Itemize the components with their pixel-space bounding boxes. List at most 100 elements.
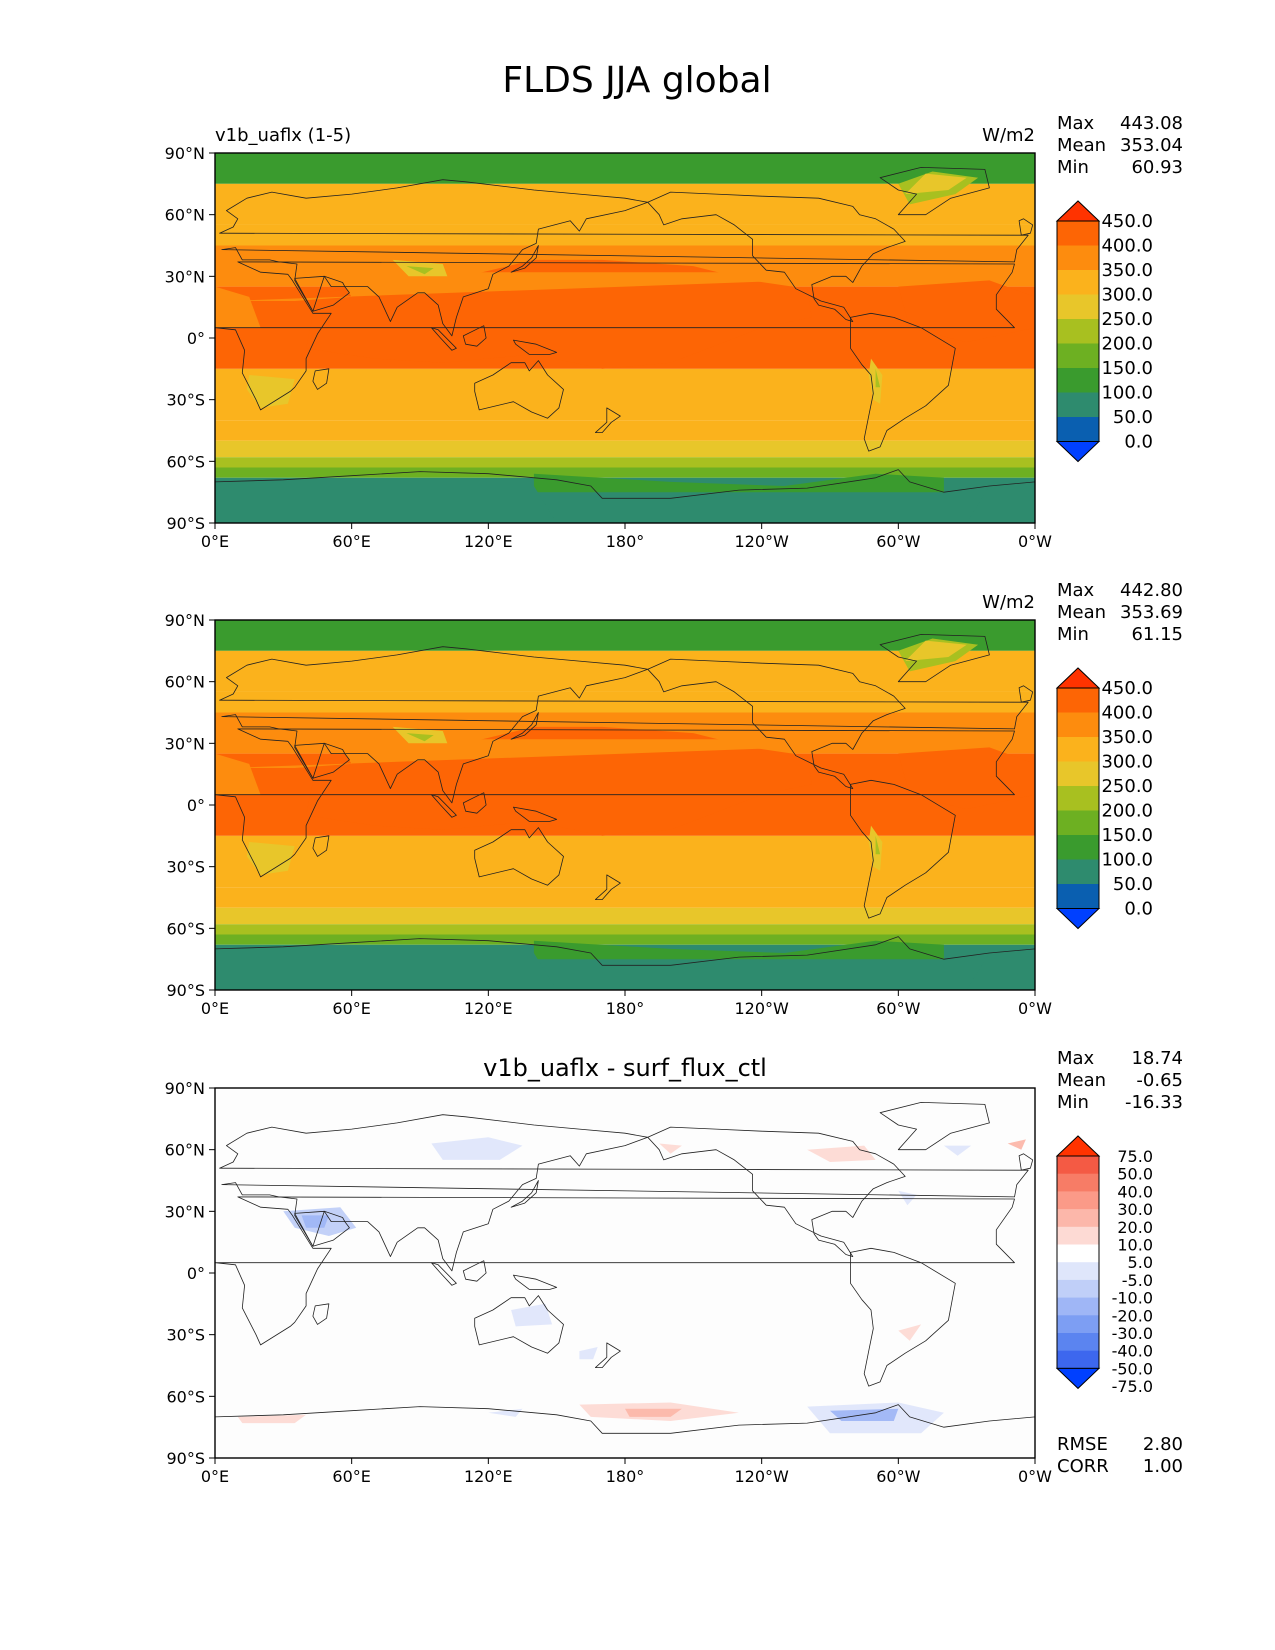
stat-label: Max xyxy=(1057,1048,1095,1069)
stat-value: 442.80 xyxy=(1120,580,1183,601)
lat-tick-label: 30°N xyxy=(165,1202,205,1221)
lon-tick-label: 0°E xyxy=(201,999,229,1018)
colorbar-segment xyxy=(1057,688,1099,713)
colorbar-segment xyxy=(1057,1191,1099,1210)
colorbar-segment xyxy=(1057,1279,1099,1299)
colorbar-label: -5.0 xyxy=(1122,1271,1153,1290)
coastline-antarctica xyxy=(215,469,1035,523)
map-panel-2: 90°N 60°N 30°N 0° 30°S 60°S 90°S0°E 60°E 120°E 18… xyxy=(165,580,1183,1018)
coastline-japan xyxy=(510,712,539,740)
colorbar-label: 400.0 xyxy=(1101,236,1153,257)
colorbar-label: 450.0 xyxy=(1101,211,1153,232)
field-s-africa xyxy=(246,842,295,875)
colorbar-label: -20.0 xyxy=(1112,1306,1153,1325)
colorbar-segment xyxy=(1057,1297,1099,1316)
coastline-newguinea xyxy=(513,1274,558,1290)
coastline-japan xyxy=(510,1180,539,1208)
colorbar-segment xyxy=(1057,270,1099,295)
coastline-s_america xyxy=(850,312,956,452)
lon-tick-label: 0°E xyxy=(201,1467,229,1486)
field-andes-core xyxy=(875,368,881,388)
coastline-eurasia xyxy=(219,179,1029,337)
field-anomaly xyxy=(943,1145,972,1156)
colorbar-segment xyxy=(1057,368,1099,393)
coastline-africa xyxy=(215,728,1015,878)
colorbar-segment xyxy=(1057,810,1099,836)
colorbar-label: 10.0 xyxy=(1117,1236,1153,1255)
field-warm-atlantic xyxy=(898,747,1035,810)
coastline-africa xyxy=(215,261,1015,411)
coastline-nz xyxy=(595,874,621,900)
lon-tick-label: 120°W xyxy=(734,999,789,1018)
coastline-nz xyxy=(595,1342,621,1368)
colorbar-segment xyxy=(1057,1244,1099,1263)
colorbar-segment xyxy=(1057,245,1099,271)
field-band xyxy=(215,368,1035,421)
lat-tick-label: 90°N xyxy=(165,144,205,163)
field-s-africa xyxy=(246,375,295,408)
lon-tick-label: 120°E xyxy=(464,999,513,1018)
colorbar-segment xyxy=(1057,1333,1099,1352)
colorbar-extend-max xyxy=(1055,200,1101,222)
extra-stat-label: RMSE xyxy=(1057,1434,1108,1455)
field-anomaly xyxy=(301,1215,329,1228)
colorbar-label: 250.0 xyxy=(1101,776,1153,797)
field-antarctic-plateau xyxy=(215,486,557,523)
field-band xyxy=(215,420,1035,441)
coastline-uk xyxy=(1018,218,1034,236)
field-band xyxy=(215,934,1035,945)
stat-label: Min xyxy=(1057,1092,1089,1113)
lon-tick-label: 0°W xyxy=(1018,532,1052,551)
colorbar-label: 400.0 xyxy=(1101,703,1153,724)
coastline-antarctica xyxy=(215,1404,1035,1458)
coastline-australia xyxy=(474,1295,564,1354)
map-field xyxy=(215,153,1035,523)
colorbar: 450.0 400.0 350.0 300.0 250.0 200.0 150.0 100.0… xyxy=(1055,667,1153,930)
stat-value: 353.04 xyxy=(1120,135,1183,156)
field-anomaly xyxy=(625,1408,682,1417)
colorbar-label: 250.0 xyxy=(1101,309,1153,330)
lon-tick-label: 0°E xyxy=(201,532,229,551)
colorbar-segment xyxy=(1057,417,1099,442)
colorbar-segment xyxy=(1057,859,1099,885)
colorbar-segment xyxy=(1057,1156,1099,1175)
field-antarctic-fringe xyxy=(533,473,944,493)
coastline-sumatra xyxy=(430,327,457,351)
colorbar-label: 150.0 xyxy=(1101,825,1153,846)
field-band xyxy=(215,457,1035,468)
field-band xyxy=(215,224,1035,246)
panel-left-title: v1b_uaflx (1-5) xyxy=(215,125,351,146)
lon-tick-label: 60°W xyxy=(876,532,920,551)
lat-tick-label: 0° xyxy=(187,1264,205,1283)
colorbar-label: 20.0 xyxy=(1117,1218,1153,1237)
stat-label: Mean xyxy=(1057,602,1106,623)
lon-tick-label: 120°W xyxy=(734,1467,789,1486)
map-panel-1: 90°N 60°N 30°N 0° 30°S 60°S 90°S0°E 60°E 120°E 18… xyxy=(165,113,1183,551)
lat-tick-label: 60°S xyxy=(166,1387,205,1406)
coastline-madagascar xyxy=(312,368,330,390)
lon-tick-label: 180° xyxy=(606,1467,645,1486)
field-anomaly xyxy=(659,1143,682,1154)
colorbar-extend-max xyxy=(1055,667,1101,689)
lat-tick-label: 60°S xyxy=(166,919,205,938)
lat-tick-label: 60°N xyxy=(165,206,205,225)
lon-tick-label: 120°E xyxy=(464,532,513,551)
panel-units: W/m2 xyxy=(982,125,1035,146)
colorbar-extend-max xyxy=(1055,1135,1101,1157)
colorbar-segment xyxy=(1057,343,1099,369)
coastline-nz xyxy=(595,407,621,434)
field-anomaly xyxy=(511,1303,553,1327)
field-warm-atlantic xyxy=(898,280,1035,343)
stat-label: Max xyxy=(1057,580,1095,601)
colorbar-segment xyxy=(1057,737,1099,762)
extra-stat-label: CORR xyxy=(1057,1456,1109,1477)
colorbar-segment xyxy=(1057,761,1099,787)
lon-tick-label: 60°E xyxy=(332,999,370,1018)
stat-value: 60.93 xyxy=(1131,157,1183,178)
colorbar-extend-min xyxy=(1055,908,1101,930)
lat-tick-label: 60°N xyxy=(165,673,205,692)
colorbar-label: -10.0 xyxy=(1112,1289,1153,1308)
field-antarctic-fringe xyxy=(533,940,944,960)
colorbar-segment xyxy=(1057,712,1099,738)
